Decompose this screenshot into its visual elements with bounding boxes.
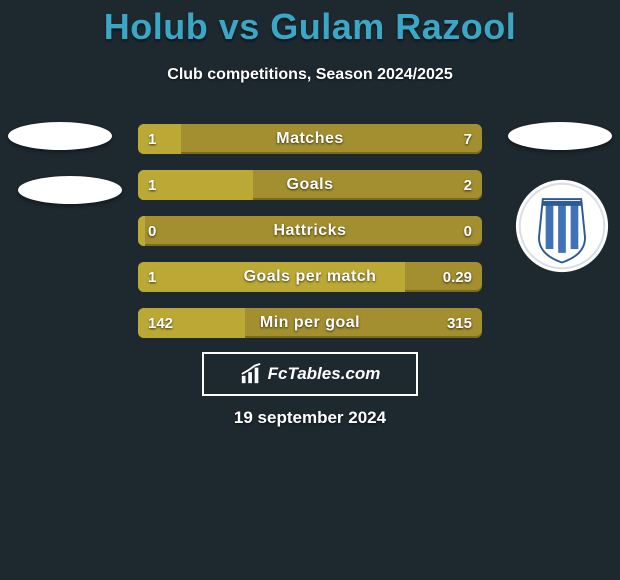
stats-bars: 17Matches 12Goals 00Hattricks 10.29Goals pe… [138,124,482,354]
brand-chart-icon [240,363,262,385]
brand-label: FcTables.com [268,364,381,384]
stat-label: Hattricks [138,216,482,246]
team-left-badge-2 [18,176,122,204]
stat-label: Matches [138,124,482,154]
subtitle: Club competitions, Season 2024/2025 [0,66,620,84]
brand-box: FcTables.com [202,352,418,396]
stat-bar: 17Matches [138,124,482,154]
page-title: Holub vs Gulam Razool [0,0,620,48]
team-right-crest-icon [514,178,610,274]
date-label: 19 september 2024 [0,408,620,428]
stat-label: Goals per match [138,262,482,292]
stat-bar: 00Hattricks [138,216,482,246]
stat-label: Goals [138,170,482,200]
team-right-badge-1 [508,122,612,150]
stat-bar: 12Goals [138,170,482,200]
team-left-badge-1 [8,122,112,150]
stat-bar: 10.29Goals per match [138,262,482,292]
stat-bar: 142315Min per goal [138,308,482,338]
stat-label: Min per goal [138,308,482,338]
